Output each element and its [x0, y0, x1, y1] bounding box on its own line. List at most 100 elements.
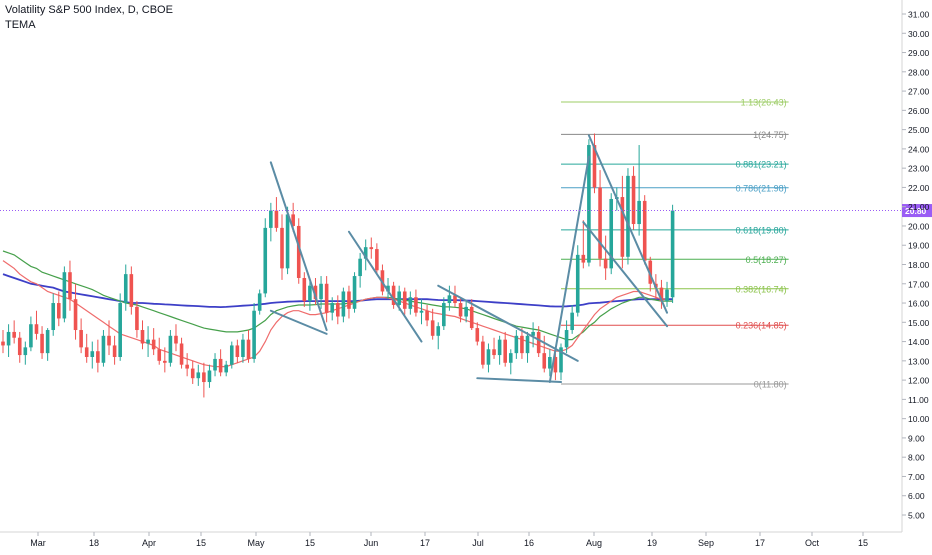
candle-body [536, 331, 541, 354]
candle-body [592, 145, 597, 188]
candle-body [291, 214, 295, 226]
candle [386, 277, 390, 300]
fib-level: 0(11.80) [561, 379, 789, 389]
candle [274, 197, 279, 232]
candle [464, 301, 468, 323]
candle-body [29, 324, 33, 348]
candle-body [185, 364, 189, 369]
candle-body [257, 293, 262, 311]
fib-level: 0.5(18.27) [561, 255, 789, 265]
fib-level-label: 1.13(26.43) [741, 98, 787, 108]
candle [503, 331, 507, 367]
candle [408, 291, 413, 315]
candle [179, 337, 184, 369]
fib-level-label: 0.382(16.74) [736, 284, 787, 294]
candle-body [436, 326, 441, 336]
fib-level: 1(24.75) [561, 130, 789, 140]
candle-body [347, 291, 351, 309]
candle [352, 272, 357, 313]
price-tick-label: 28.00 [908, 67, 930, 77]
candle-body [352, 276, 357, 309]
candle-body [129, 274, 134, 307]
indicator-label[interactable]: TEMA [5, 19, 36, 31]
candle [302, 272, 307, 307]
trendlines [269, 134, 669, 384]
candle-body [57, 303, 61, 319]
candle [347, 285, 351, 319]
time-tick-label: Aug [586, 538, 602, 548]
candle [514, 330, 519, 359]
candle [90, 341, 95, 369]
price-tick-label: 12.00 [908, 376, 930, 386]
candle-body [174, 335, 178, 344]
candle-body [397, 291, 401, 305]
candle [79, 318, 83, 354]
candle [481, 335, 485, 369]
time-tick-label: 18 [89, 538, 99, 548]
candle [257, 289, 262, 315]
current-price-badge [902, 204, 932, 218]
candle-body [503, 339, 507, 363]
candle-body [425, 310, 429, 321]
candle-body [23, 347, 28, 356]
candle [659, 279, 664, 309]
price-tick-label: 6.00 [908, 491, 925, 501]
candle [135, 301, 139, 338]
candle [313, 277, 318, 305]
fib-level: 1.13(26.43) [561, 98, 789, 108]
time-tick-label: Mar [30, 538, 46, 548]
candle [168, 330, 173, 367]
candle-body [570, 312, 574, 331]
candle-body [603, 258, 608, 269]
fib-level: 0.881(23.21) [561, 160, 789, 170]
candle [163, 347, 167, 373]
candle-body [96, 351, 100, 363]
candle [285, 206, 290, 275]
candle [375, 243, 379, 275]
time-tick-label: Apr [142, 538, 156, 548]
candle [84, 333, 89, 363]
chart-title: Volatility S&P 500 Index, D, CBOE [5, 4, 173, 16]
candle-body [179, 343, 184, 365]
candle-body [447, 295, 452, 304]
candle [497, 335, 502, 365]
candle [609, 193, 614, 275]
price-tick-label: 18.00 [908, 260, 930, 270]
fib-level-label: 0(11.80) [754, 379, 787, 389]
candle [531, 322, 535, 348]
time-tick-label: 17 [420, 538, 430, 548]
candle-body [626, 175, 630, 257]
candle-body [609, 198, 614, 269]
price-axis-background [0, 0, 903, 533]
trendline [582, 221, 669, 328]
candle-body [531, 331, 535, 336]
candle [202, 362, 206, 398]
candle-body [336, 303, 340, 317]
candle-body [486, 349, 491, 365]
candle [475, 322, 480, 346]
time-tick-label: 19 [647, 538, 657, 548]
candle-body [313, 285, 318, 300]
candle [252, 303, 256, 363]
candle-body [469, 306, 474, 329]
price-tick-label: 19.00 [908, 241, 930, 251]
price-tick-label: 16.00 [908, 299, 930, 309]
candle-body [190, 368, 195, 379]
candle [564, 320, 569, 354]
candle [570, 304, 574, 334]
price-tick-label: 21.00 [908, 202, 930, 212]
candle [425, 304, 429, 327]
price-tick-label: 25.00 [908, 125, 930, 135]
candle-body [386, 285, 390, 292]
fib-level-label: 0.618(19.80) [736, 225, 787, 235]
fib-level: 0.618(19.80) [561, 225, 789, 235]
price-tick-label: 22.00 [908, 183, 930, 193]
price-axis: 5.00 6.00 7.00 8.00 9.00 10.00 11.00 12.00 13.00… [902, 10, 930, 521]
candle [508, 349, 513, 375]
candle [637, 145, 641, 236]
candle [218, 349, 223, 377]
candle-body [659, 287, 664, 302]
candle-body [118, 303, 122, 357]
candle [581, 220, 586, 269]
